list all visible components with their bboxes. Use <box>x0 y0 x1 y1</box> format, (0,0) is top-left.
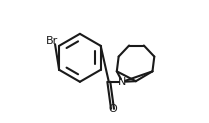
Text: Br: Br <box>46 36 58 46</box>
Text: O: O <box>108 104 117 114</box>
Text: N: N <box>118 77 126 87</box>
